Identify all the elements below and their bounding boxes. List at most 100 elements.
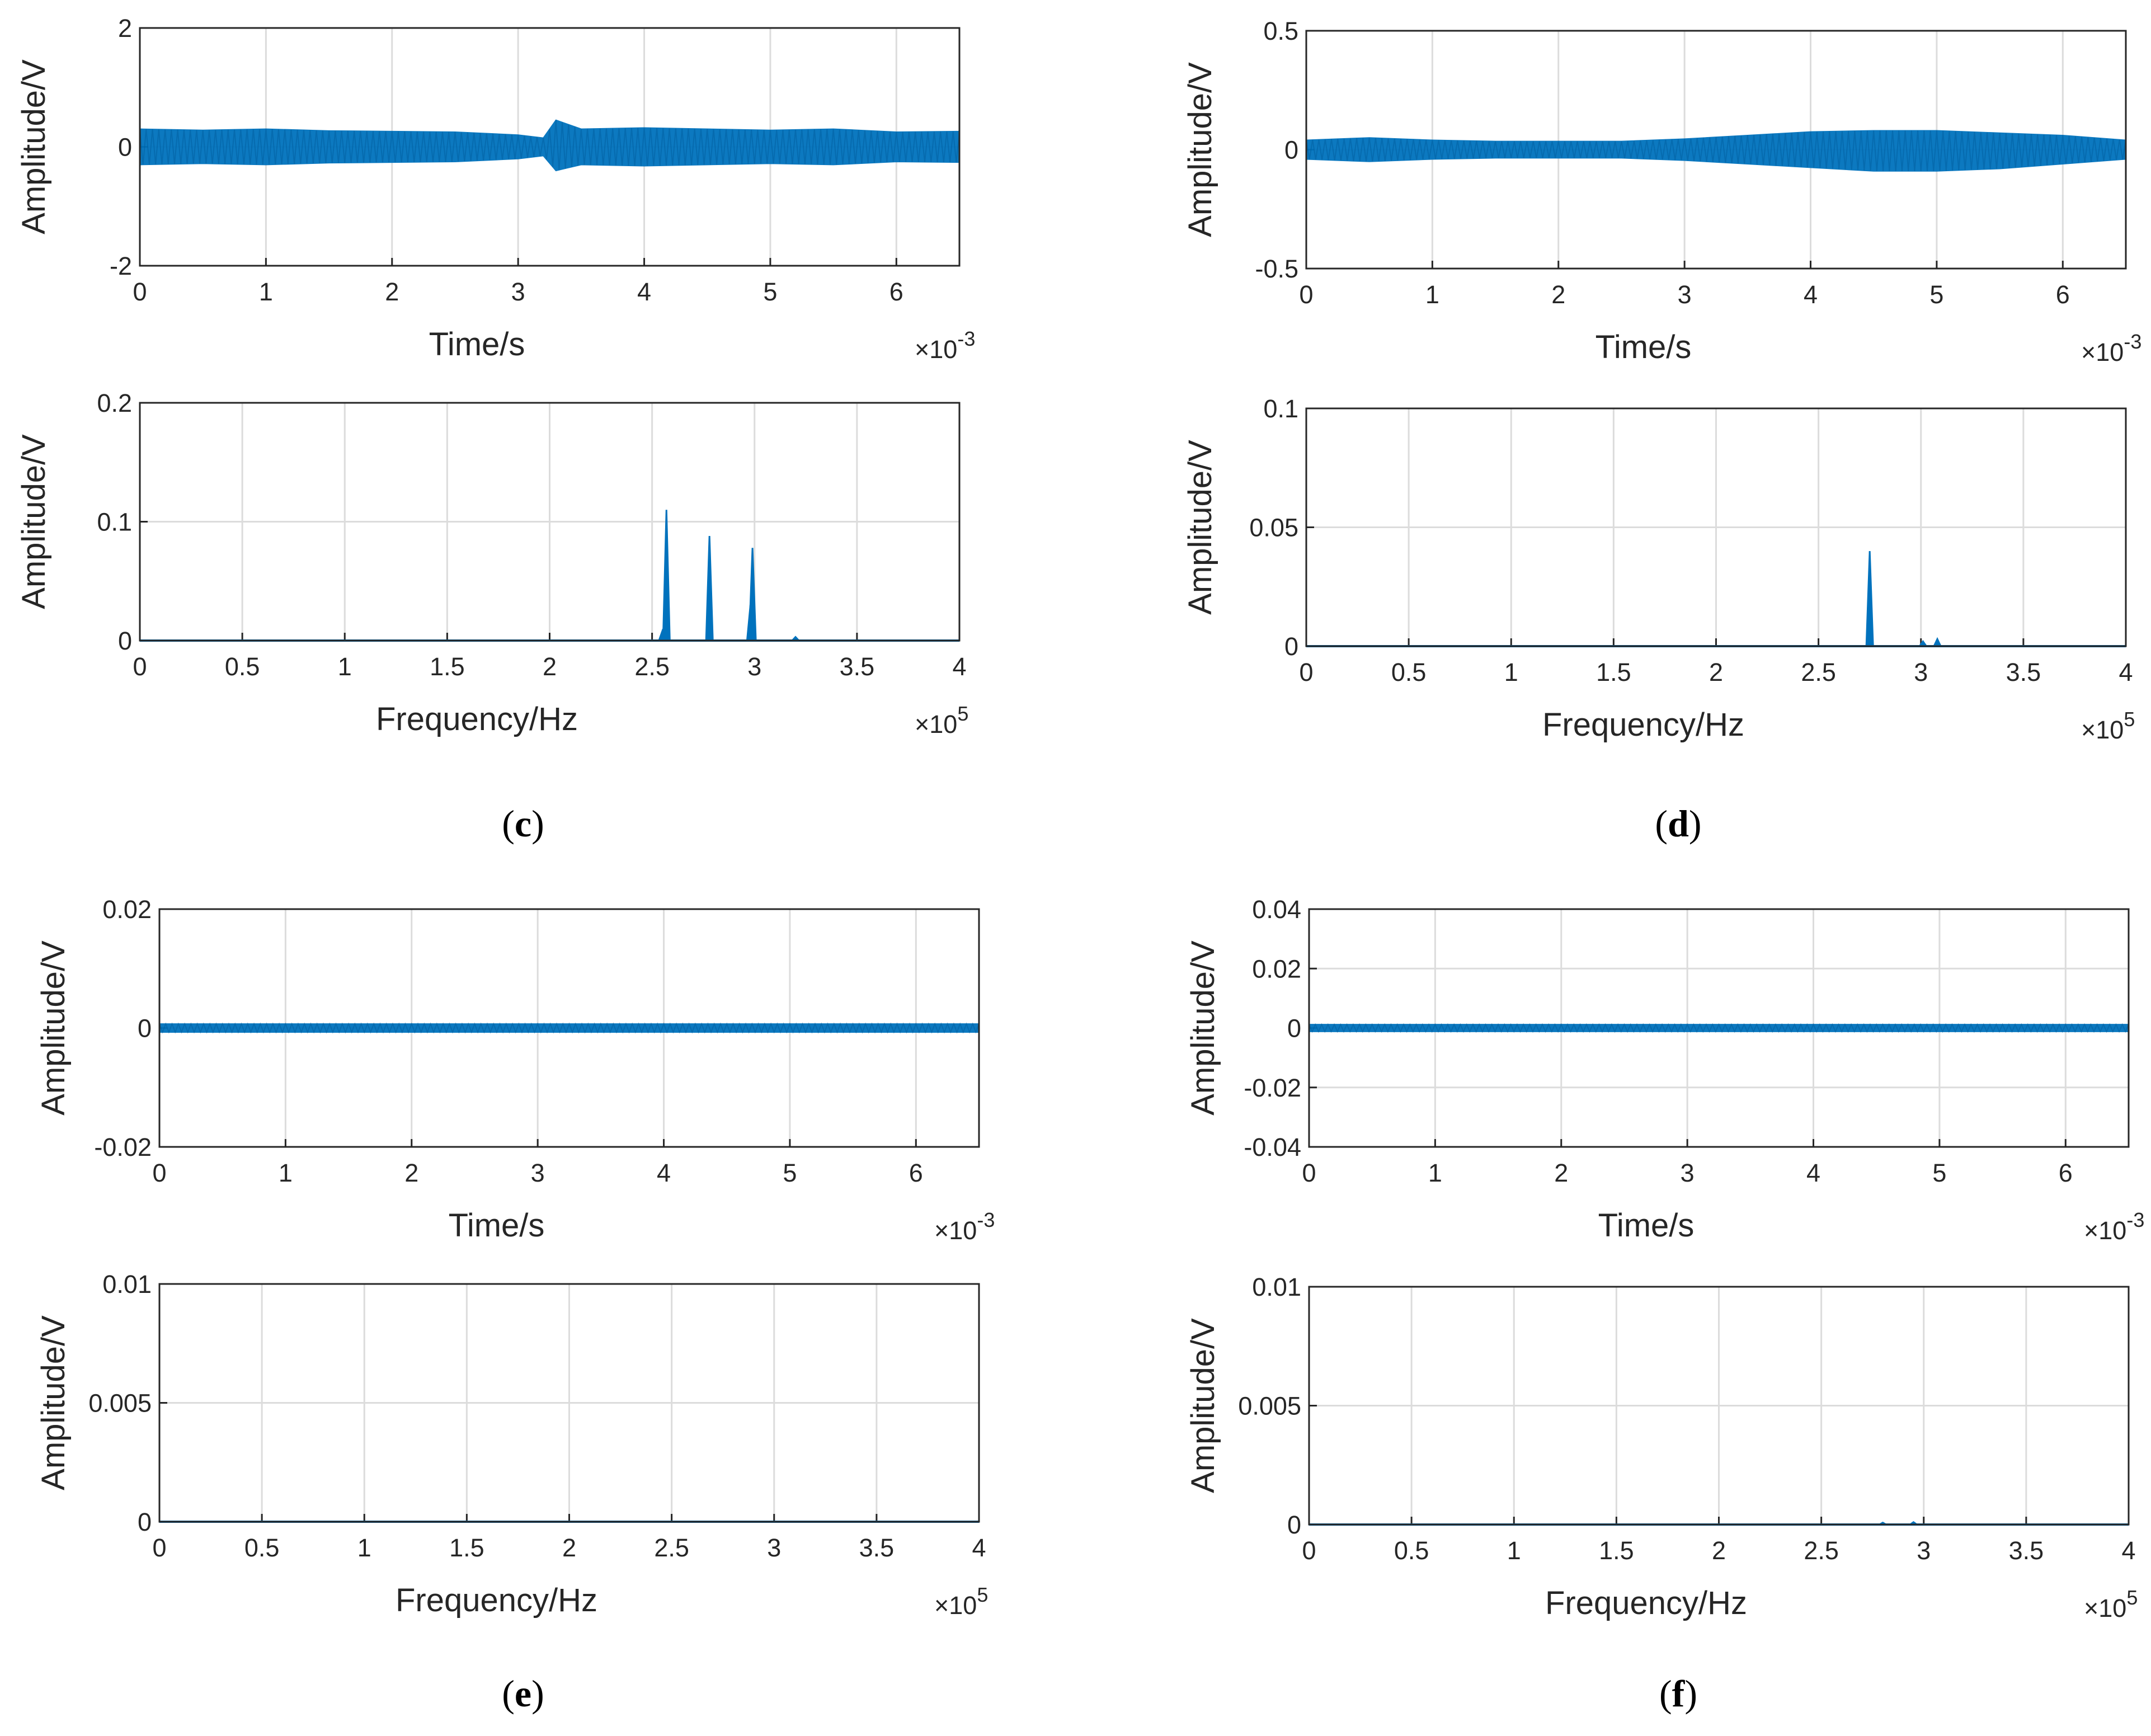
x-tick-label: 2 [404,1159,418,1187]
x-tick-label: 4 [972,1533,986,1562]
y-tick-label: -2 [110,252,132,280]
y-tick-label: 0.02 [102,895,152,924]
x-tick-label: 2 [1551,280,1565,309]
x-tick-label: 1 [1504,658,1518,686]
x-exponent-multiplier: ×105 [934,1583,988,1620]
x-tick-label: 1.5 [1596,658,1631,686]
y-axis-label: Amplitude/V [16,434,52,609]
x-tick-label: 3.5 [2006,658,2041,686]
x-tick-label: 0 [1299,658,1313,686]
y-tick-label: 0 [118,133,132,162]
y-tick-label: 0.05 [1249,514,1298,542]
y-tick-label: 0 [138,1508,152,1536]
y-tick-label: -0.04 [1244,1133,1301,1161]
x-tick-label: 3 [747,652,761,681]
x-tick-label: 1 [357,1533,371,1562]
axes-frame [158,1283,980,1523]
x-exponent-multiplier: ×10-3 [2084,1208,2144,1245]
y-axis-label: Amplitude/V [1182,440,1218,615]
panel-label-e: (e) [502,1672,544,1715]
x-tick-label: 3 [1678,280,1692,309]
x-tick-label: 3 [1914,658,1928,686]
axes-frame [139,27,961,267]
x-tick-label: 6 [2056,280,2070,309]
panel-label-d: (d) [1655,802,1701,845]
y-tick-label: 0 [1287,1511,1301,1539]
y-axis-label: Amplitude/V [1185,940,1221,1116]
x-axis-label: Frequency/Hz [1545,1585,1747,1621]
signal-oscillation [1309,1023,2129,1033]
x-tick-label: 3 [1681,1159,1695,1187]
x-tick-label: 3 [1917,1536,1931,1565]
x-tick-label: 1 [338,652,352,681]
x-tick-label: 3 [531,1159,545,1187]
x-tick-label: 1.5 [1599,1536,1634,1565]
x-tick-label: 2 [385,277,399,306]
y-tick-label: 0.04 [1252,895,1301,924]
x-tick-label: 2.5 [634,652,670,681]
x-tick-label: 2 [1709,658,1723,686]
signal-oscillation [159,1022,980,1034]
x-tick-label: 5 [783,1159,797,1187]
x-axis-label: Time/s [1595,329,1692,365]
signal-oscillation [1306,130,2126,171]
y-axis-label: Amplitude/V [35,940,72,1116]
x-tick-label: 6 [909,1159,923,1187]
y-axis-label: Amplitude/V [1185,1318,1221,1493]
x-tick-label: 1 [259,277,273,306]
x-tick-label: 1 [279,1159,293,1187]
chart-f-time: 0 1 2 3 4 5 6 -0.04 -0.02 0 0.02 0.04 Time/s Amplitud… [1185,895,2144,1245]
x-tick-label: 1 [1507,1536,1521,1565]
x-tick-label: 4 [2121,1536,2135,1565]
x-tick-label: 6 [2059,1159,2073,1187]
x-tick-label: 3 [767,1533,781,1562]
x-axis-label: Frequency/Hz [376,701,578,737]
x-tick-label: 2.5 [1804,1536,1839,1565]
x-exponent-multiplier: ×105 [2084,1586,2138,1622]
x-tick-label: 0 [133,652,147,681]
x-tick-label: 2 [562,1533,576,1562]
x-tick-label: 3.5 [840,652,875,681]
x-tick-label: 5 [1932,1159,1946,1187]
y-tick-label: 0.2 [97,389,132,417]
x-axis-label: Time/s [429,326,525,363]
y-tick-label: 0.5 [1263,17,1298,45]
x-exponent-multiplier: ×10-3 [2081,330,2141,366]
y-tick-label: 0.005 [1238,1392,1301,1420]
chart-f-freq: 0 0.5 1 1.5 2 2.5 3 3.5 4 0 0.005 0.01 Frequency/Hz A… [1185,1273,2138,1622]
x-tick-label: 2 [1554,1159,1568,1187]
x-tick-label: 6 [889,277,903,306]
axes-frame [1305,30,2127,270]
x-tick-label: 0.5 [244,1533,280,1562]
x-tick-label: 3 [511,277,525,306]
y-axis-label: Amplitude/V [16,59,52,234]
x-axis-label: Time/s [1598,1207,1695,1244]
chart-e-freq: 0 0.5 1 1.5 2 2.5 3 3.5 4 0 0.005 0.01 Frequency/Hz A… [35,1270,988,1620]
y-tick-label: 0 [118,627,132,655]
x-exponent-multiplier: ×10-3 [934,1208,995,1245]
x-tick-label: 2 [543,652,557,681]
x-tick-label: 5 [1929,280,1943,309]
y-tick-label: -0.5 [1255,255,1298,283]
axes-frame [1308,908,2130,1148]
x-tick-label: 0 [133,277,147,306]
x-tick-label: 0.5 [225,652,260,681]
x-tick-label: 0 [1302,1536,1316,1565]
y-tick-label: 0.01 [1252,1273,1301,1301]
x-axis-label: Frequency/Hz [396,1582,597,1619]
x-tick-label: 5 [763,277,777,306]
x-tick-label: 1 [1425,280,1439,309]
x-tick-label: 4 [1806,1159,1820,1187]
y-tick-label: 0 [1284,136,1298,164]
x-tick-label: 0 [152,1533,166,1562]
y-tick-label: 0.02 [1252,954,1301,983]
y-tick-label: 0 [138,1014,152,1043]
y-tick-label: 0 [1284,632,1298,661]
panel-label-c: (c) [502,802,544,845]
x-tick-label: 0.5 [1394,1536,1429,1565]
y-tick-label: -0.02 [94,1133,152,1161]
x-exponent-multiplier: ×105 [2081,708,2135,744]
